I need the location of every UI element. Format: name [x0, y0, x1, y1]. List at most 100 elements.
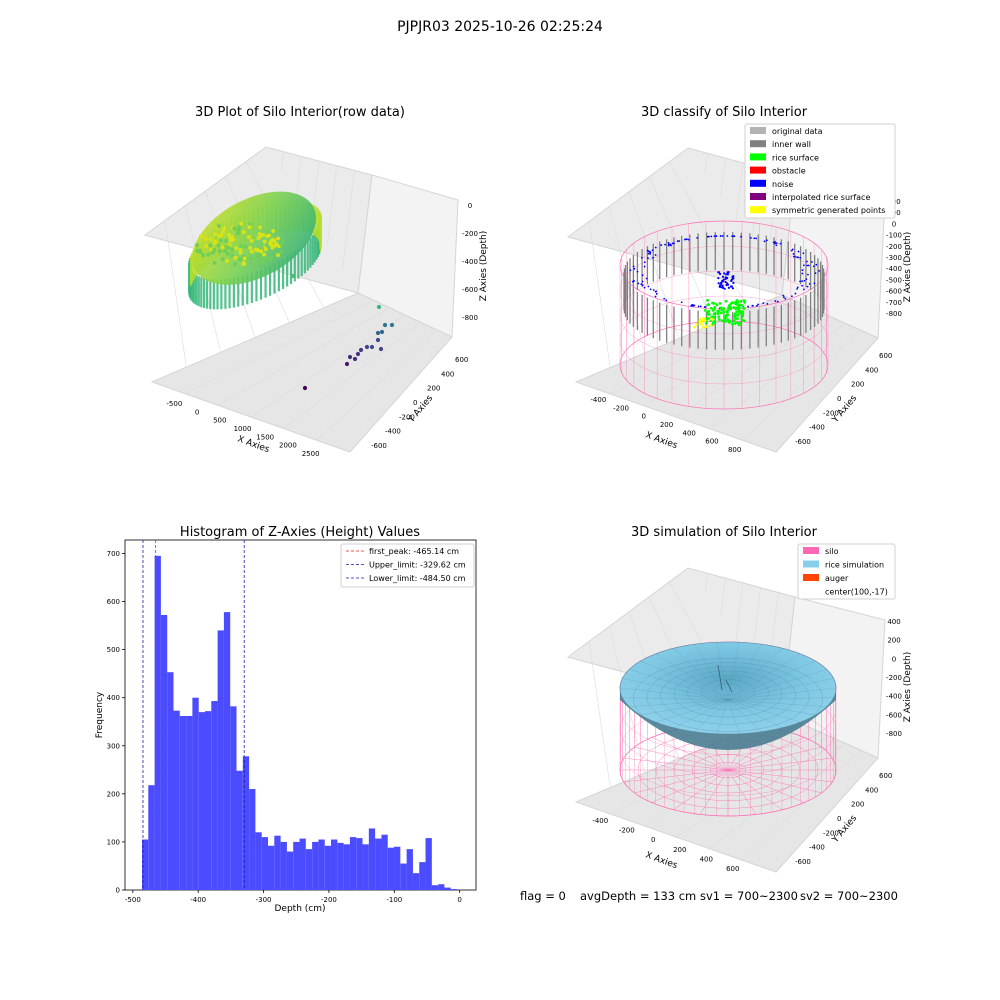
raw-y-axis-label: Y Axies [406, 393, 435, 425]
floor-point [239, 244, 244, 249]
noise-point [806, 285, 809, 288]
noise-point [726, 276, 729, 280]
rice-surface-point [724, 313, 728, 317]
gridline [281, 151, 284, 172]
histogram-bar [198, 712, 206, 890]
noise-point [708, 235, 710, 238]
floor-point [273, 243, 278, 248]
y-tick-label: 400 [107, 694, 120, 702]
floor-point [241, 230, 246, 235]
rice-surface-point [741, 311, 744, 315]
rice-surface-point [738, 321, 742, 325]
floor-point [255, 248, 260, 253]
gridline [740, 750, 861, 862]
z-tick-label: 400 [887, 618, 900, 626]
floor-point [279, 242, 284, 247]
histogram-bar [179, 715, 187, 890]
noise-point [732, 275, 735, 278]
x-tick-label: 500 [213, 417, 226, 425]
floor-point [249, 249, 254, 254]
rice-mesh-spoke [727, 669, 827, 701]
histogram-bar [148, 785, 155, 890]
noise-point [720, 281, 723, 284]
floor-point [208, 243, 213, 248]
floor-point [236, 227, 241, 232]
noise-point [766, 302, 769, 305]
noise-point [699, 305, 702, 308]
noise-point [775, 244, 778, 247]
floor-point [269, 257, 274, 262]
histogram-bar [343, 844, 350, 890]
floor-point [198, 250, 203, 255]
rice-mesh-spoke [629, 699, 729, 707]
noise-point [649, 288, 652, 291]
rice-mesh-spoke [629, 669, 729, 701]
classify-z-axis-label: Z Axies (Depth) [903, 232, 913, 303]
noise-point [722, 278, 725, 281]
histogram-bar [236, 770, 243, 890]
floor-point [280, 238, 285, 243]
simulation-z-axis-label: Z Axies (Depth) [903, 652, 913, 723]
floor-point [262, 239, 267, 244]
noise-point [803, 279, 806, 282]
y-tick-label: 500 [107, 646, 120, 654]
noise-point [752, 304, 754, 307]
simulation-3d-plot: 3D simulation of Silo Interior -400 -200 0… [566, 525, 913, 873]
noise-point [733, 235, 736, 238]
outlier-point [375, 337, 381, 343]
x-tick-label: 800 [728, 446, 741, 454]
gridline [735, 581, 744, 642]
noise-point [725, 273, 728, 276]
outlier-point [290, 273, 296, 279]
rice-surface-point [740, 303, 744, 307]
noise-point [730, 278, 734, 281]
noise-point [772, 241, 775, 244]
y-tick-label: -200 [823, 829, 839, 837]
rice-surface-point [736, 301, 740, 304]
rice-mesh-spoke [640, 660, 729, 701]
histogram-bar [299, 838, 306, 890]
noise-point [784, 297, 787, 300]
noise-point [812, 265, 815, 268]
floor-point [217, 249, 222, 254]
floor-point [222, 226, 227, 231]
gridline [641, 308, 814, 407]
histogram-bar [305, 849, 313, 890]
y-tick-label: -200 [399, 413, 415, 421]
noise-point [740, 235, 742, 238]
floor-point [229, 253, 234, 258]
noise-point [718, 272, 722, 276]
noise-point [680, 301, 683, 304]
noise-point [721, 235, 724, 237]
noise-point [802, 252, 805, 255]
floor-point [232, 226, 237, 231]
histogram-y-ticks: 0 100 200 300 400 500 600 700 [107, 550, 125, 895]
raw-plot-title: 3D Plot of Silo Interior(row data) [195, 105, 405, 120]
legend-swatch [750, 127, 766, 134]
noise-point [643, 261, 646, 264]
wall-top-rim [192, 191, 316, 285]
outlier-point [355, 351, 361, 357]
raw-x-tick-labels: -500 0 500 1000 1500 2000 2500 [166, 400, 319, 458]
noise-point [731, 235, 734, 238]
noise-point [731, 287, 735, 290]
rice-surface-point [733, 314, 737, 318]
floor-point [267, 233, 272, 238]
histogram-title: Histogram of Z-Axies (Height) Values [180, 525, 420, 540]
histogram-bar [450, 889, 458, 890]
rice-surface-point [734, 317, 738, 320]
histogram-bar [312, 841, 319, 890]
x-tick-label: 1500 [256, 433, 274, 441]
noise-point [710, 235, 713, 238]
noise-point [799, 256, 802, 259]
symmetric-point [699, 317, 702, 321]
rice-surface-underside [620, 688, 836, 750]
histogram-bar [186, 715, 193, 890]
floor-point [248, 245, 253, 250]
histogram-bar [242, 756, 250, 890]
histogram-bar [381, 834, 388, 890]
simulation-rice-surface [619, 641, 837, 750]
floor-point [238, 250, 243, 255]
rice-mesh-ring [687, 675, 769, 710]
